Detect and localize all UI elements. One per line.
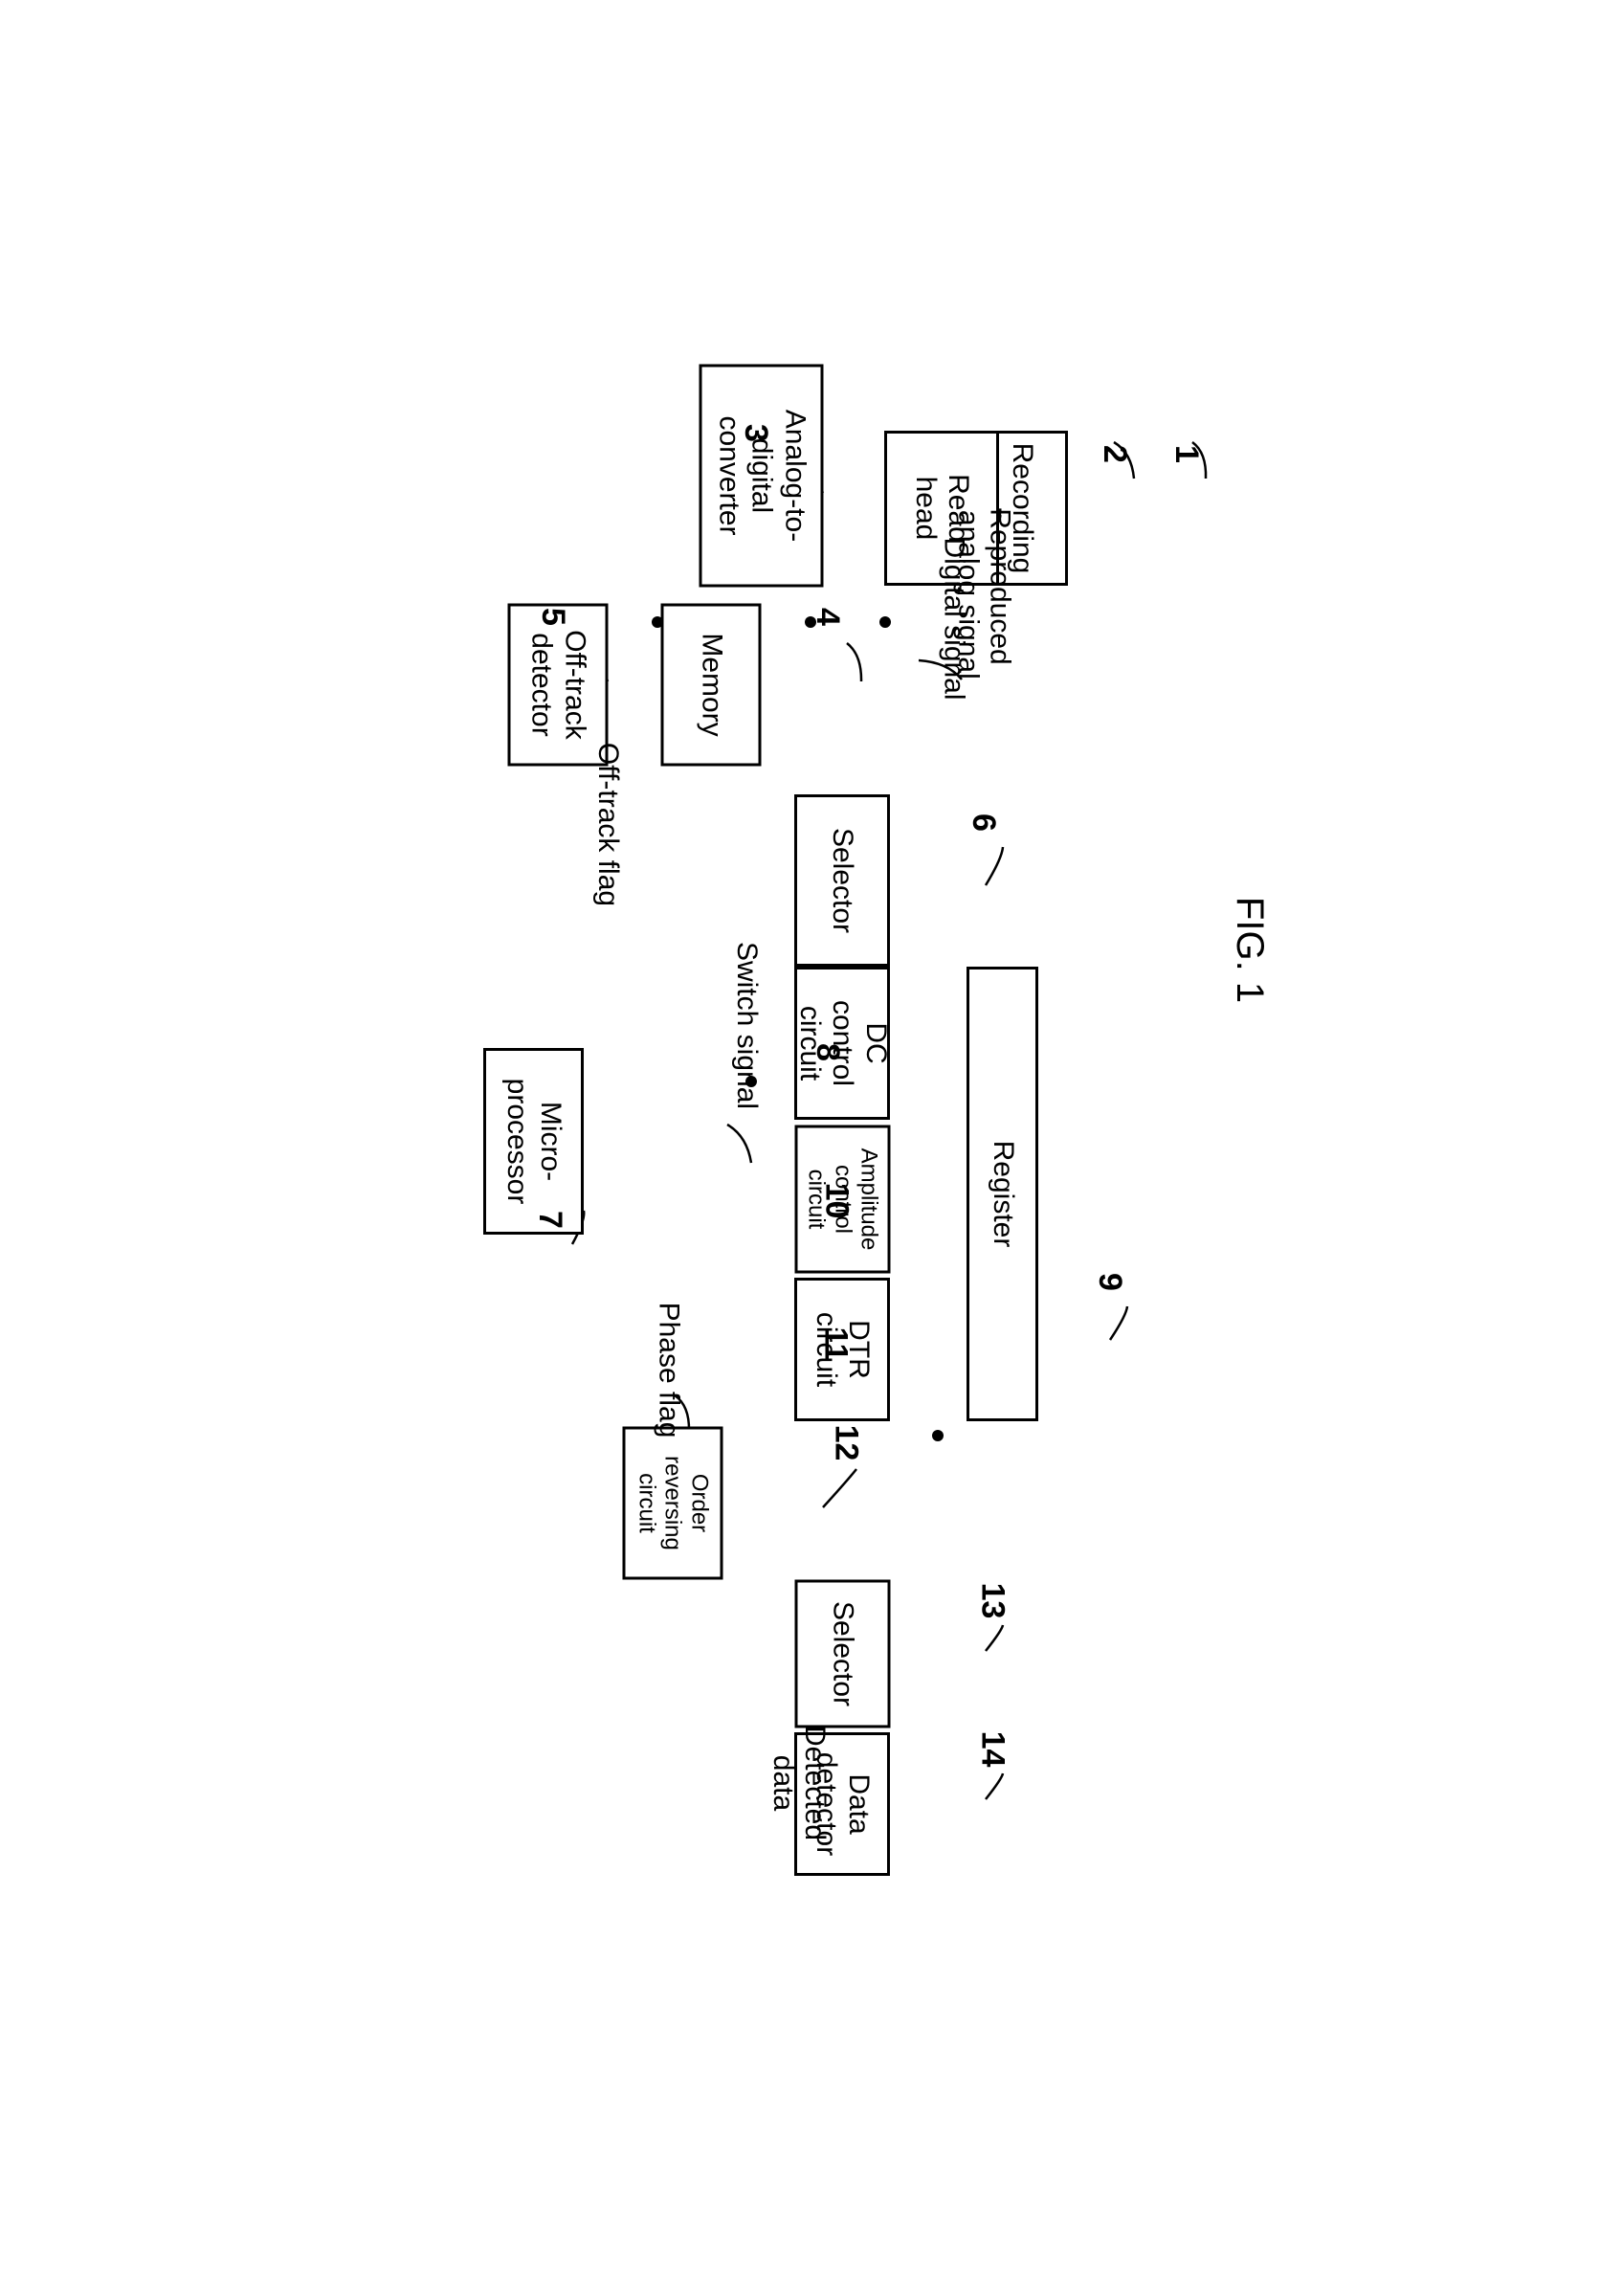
label-t_phase: Phase flag: [653, 1303, 684, 1438]
label-t_offtrack: Off-track flag: [592, 743, 624, 906]
block-b9: Register: [967, 967, 1038, 1421]
refnum-n8: 8: [809, 1043, 846, 1061]
refnum-n1: 1: [1167, 445, 1205, 463]
block-b4: Memory: [660, 603, 761, 766]
block-b3: Analog-to-digitalconverter: [699, 364, 823, 587]
refnum-n13: 13: [973, 1583, 1011, 1619]
block-b12: Order reversingcircuit: [622, 1426, 722, 1579]
refnum-n2: 2: [1096, 445, 1133, 463]
block-b6: Selector: [794, 794, 890, 967]
refnum-n14: 14: [973, 1731, 1011, 1768]
refnum-n4: 4: [809, 608, 846, 626]
block-b7: Micro-processor: [483, 1048, 584, 1235]
label-t_detected: Detecteddata: [767, 1726, 831, 1840]
block-b13: Selector: [794, 1579, 890, 1728]
refnum-n3: 3: [737, 424, 774, 442]
label-t_digital: Digital signal: [939, 537, 970, 700]
refnum-n7: 7: [531, 1211, 568, 1229]
refnum-n12: 12: [827, 1425, 864, 1461]
figure-title: FIG. 1: [1228, 897, 1271, 1003]
refnum-n10: 10: [817, 1183, 855, 1219]
refnum-n9: 9: [1091, 1273, 1128, 1291]
refnum-n6: 6: [965, 814, 1002, 832]
label-t_switch: Switch signal: [731, 942, 763, 1109]
block-b5: Off-trackdetector: [507, 603, 608, 766]
refnum-n11: 11: [816, 1327, 854, 1362]
refnum-n5: 5: [534, 608, 571, 626]
